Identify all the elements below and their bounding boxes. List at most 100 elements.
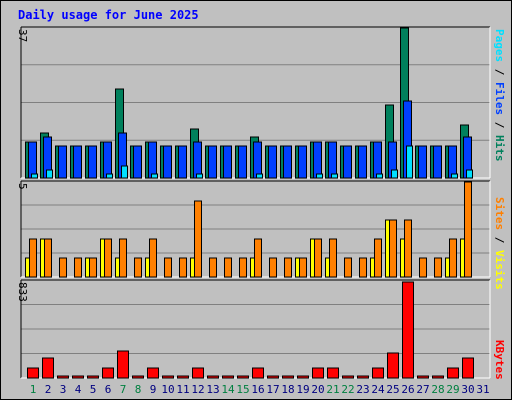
- pages-bar-day-16: [256, 173, 263, 179]
- sites-bar-day-25: [389, 219, 397, 278]
- pages-bar-day-9: [151, 173, 158, 179]
- kbytes-bar-day-28: [432, 375, 444, 379]
- sites-bar-day-17: [269, 257, 277, 278]
- files-bar-day-19: [298, 145, 307, 179]
- sites-bar-day-29: [449, 238, 457, 278]
- sites-bar-day-15: [239, 257, 247, 278]
- sites-bar-day-5: [89, 257, 97, 278]
- sites-bar-day-9: [149, 238, 157, 278]
- day-label-10: 10: [161, 383, 174, 396]
- kbytes-bar-day-4: [72, 375, 84, 379]
- kbytes-bar-day-29: [447, 367, 459, 379]
- day-label-2: 2: [45, 383, 52, 396]
- pages-bar-day-30: [466, 169, 473, 179]
- sites-bar-day-28: [434, 257, 442, 278]
- kbytes-bar-day-17: [267, 375, 279, 379]
- pages-bar-day-26: [406, 145, 413, 179]
- day-label-16: 16: [251, 383, 264, 396]
- day-label-6: 6: [105, 383, 112, 396]
- kbytes-bar-day-9: [147, 367, 159, 379]
- sites-bar-day-1: [29, 238, 37, 278]
- pages-bar-day-25: [391, 169, 398, 179]
- day-label-28: 28: [431, 383, 444, 396]
- files-bar-day-14: [223, 145, 232, 179]
- sites-bar-day-23: [359, 257, 367, 278]
- pages-bar-day-24: [376, 173, 383, 179]
- sites-bar-day-7: [119, 238, 127, 278]
- sites-bar-day-16: [254, 238, 262, 278]
- chart-title: Daily usage for June 2025: [18, 8, 199, 22]
- day-label-14: 14: [221, 383, 235, 396]
- files-bar-day-6: [103, 141, 112, 179]
- files-bar-day-23: [358, 145, 367, 179]
- sites-bar-day-22: [344, 257, 352, 278]
- files-bar-day-12: [193, 141, 202, 179]
- files-bar-day-18: [283, 145, 292, 179]
- sites-bar-day-14: [224, 257, 232, 278]
- kbytes-bar-day-7: [117, 350, 129, 379]
- panel-3-ymax-label: 833: [16, 282, 29, 302]
- kbytes-bar-day-14: [222, 375, 234, 379]
- sites-bar-day-21: [329, 238, 337, 278]
- pages-bar-day-2: [46, 169, 53, 179]
- kbytes-bar-day-25: [387, 352, 399, 379]
- day-label-26: 26: [401, 383, 414, 396]
- panel-2-axis-title: Sites / Visits: [493, 197, 506, 290]
- panel-1-axis-title-part: Files: [493, 82, 506, 115]
- sites-bar-day-18: [284, 257, 292, 278]
- sites-bar-day-4: [74, 257, 82, 278]
- kbytes-bar-day-5: [87, 375, 99, 379]
- files-bar-day-29: [448, 145, 457, 179]
- sites-bar-day-2: [44, 238, 52, 278]
- kbytes-bar-day-8: [132, 375, 144, 379]
- day-label-27: 27: [416, 383, 429, 396]
- day-label-12: 12: [191, 383, 204, 396]
- kbytes-bar-day-18: [282, 375, 294, 379]
- files-bar-day-1: [28, 141, 37, 179]
- kbytes-bar-day-20: [312, 367, 324, 379]
- pages-bar-day-12: [196, 173, 203, 179]
- day-label-13: 13: [206, 383, 219, 396]
- kbytes-bar-day-30: [462, 357, 474, 379]
- panel-2-ymax-label: 5: [16, 183, 29, 190]
- day-label-8: 8: [135, 383, 142, 396]
- day-label-3: 3: [60, 383, 67, 396]
- kbytes-bar-day-24: [372, 367, 384, 379]
- files-bar-day-28: [433, 145, 442, 179]
- kbytes-bar-day-6: [102, 367, 114, 379]
- panel-2-axis-title-part: Sites: [493, 197, 506, 230]
- files-bar-day-9: [148, 141, 157, 179]
- day-label-22: 22: [341, 383, 354, 396]
- files-bar-day-3: [58, 145, 67, 179]
- day-label-15: 15: [236, 383, 249, 396]
- files-bar-day-10: [163, 145, 172, 179]
- panel-1-ymax-label: 37: [16, 29, 29, 42]
- sites-bar-day-20: [314, 238, 322, 278]
- day-label-17: 17: [266, 383, 279, 396]
- pages-bar-day-20: [316, 173, 323, 179]
- day-label-7: 7: [120, 383, 127, 396]
- panel-1-axis-title-part: /: [493, 115, 506, 135]
- panel-2-axis-title-part: Visits: [493, 250, 506, 290]
- sites-bar-day-10: [164, 257, 172, 278]
- kbytes-bar-day-13: [207, 375, 219, 379]
- panel-3-axis-title: KBytes: [493, 340, 506, 380]
- files-bar-day-17: [268, 145, 277, 179]
- panel-1-axis-title-part: Hits: [493, 135, 506, 162]
- day-label-21: 21: [326, 383, 339, 396]
- sites-bar-day-3: [59, 257, 67, 278]
- day-label-31: 31: [476, 383, 489, 396]
- files-bar-day-22: [343, 145, 352, 179]
- sites-bar-day-26: [404, 219, 412, 278]
- sites-bar-day-13: [209, 257, 217, 278]
- sites-bar-day-8: [134, 257, 142, 278]
- day-label-4: 4: [75, 383, 82, 396]
- kbytes-bar-day-19: [297, 375, 309, 379]
- sites-bar-day-12: [194, 200, 202, 278]
- kbytes-bar-day-3: [57, 375, 69, 379]
- panel-1-axis-title-part: /: [493, 62, 506, 82]
- day-label-20: 20: [311, 383, 324, 396]
- sites-bar-day-6: [104, 238, 112, 278]
- sites-bar-day-24: [374, 238, 382, 278]
